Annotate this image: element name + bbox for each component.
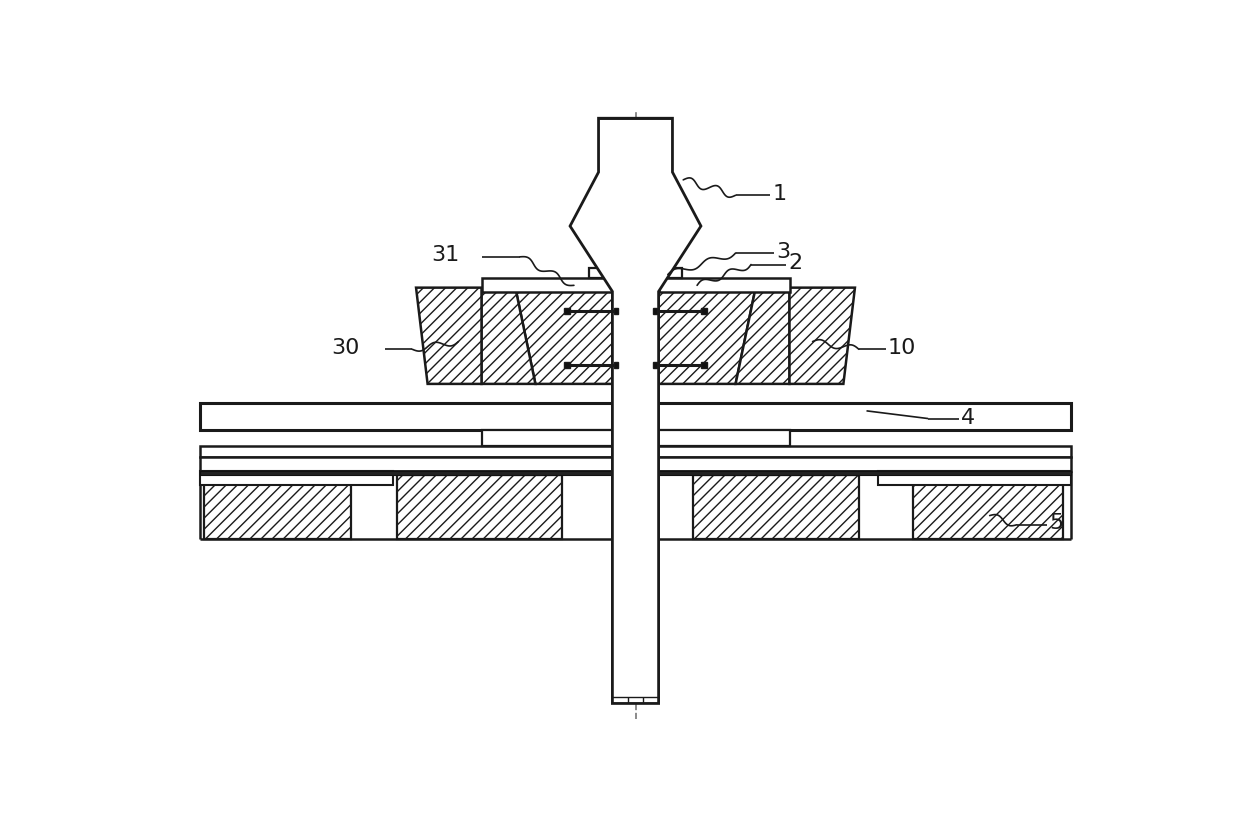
Bar — [878, 471, 1070, 485]
Bar — [701, 308, 707, 314]
Polygon shape — [516, 291, 613, 384]
Bar — [201, 471, 1070, 474]
Bar — [201, 403, 1070, 430]
Bar — [201, 446, 1070, 457]
Polygon shape — [790, 288, 854, 384]
Polygon shape — [570, 118, 701, 704]
Text: 2: 2 — [787, 253, 802, 273]
Bar — [201, 471, 393, 485]
Bar — [481, 278, 613, 291]
Text: 5: 5 — [1050, 513, 1064, 534]
Bar — [693, 474, 859, 539]
Bar — [653, 308, 657, 314]
Text: 4: 4 — [961, 408, 976, 428]
Bar — [589, 268, 613, 278]
Polygon shape — [735, 291, 790, 384]
Text: 31: 31 — [432, 246, 460, 266]
Bar — [913, 474, 1063, 539]
Bar — [658, 278, 790, 291]
Bar — [701, 361, 707, 368]
Bar — [205, 474, 351, 539]
Bar — [564, 308, 570, 314]
Bar — [614, 361, 618, 368]
Text: 30: 30 — [331, 338, 360, 358]
Text: 3: 3 — [776, 242, 791, 262]
Text: 1: 1 — [773, 184, 786, 204]
Bar — [481, 430, 790, 446]
Bar — [564, 361, 570, 368]
Bar — [658, 268, 682, 278]
Polygon shape — [658, 291, 755, 384]
Bar — [653, 361, 657, 368]
Bar — [614, 308, 618, 314]
Polygon shape — [481, 291, 536, 384]
Bar — [397, 474, 563, 539]
Polygon shape — [417, 288, 481, 384]
Text: 10: 10 — [888, 338, 916, 358]
Bar — [201, 457, 1070, 471]
